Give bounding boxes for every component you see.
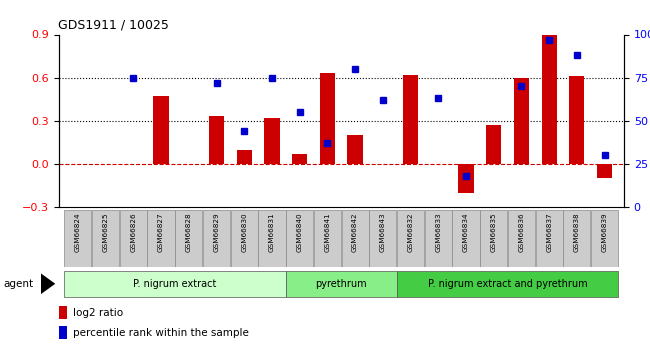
Bar bbox=[64, 270, 286, 297]
Text: GSM66835: GSM66835 bbox=[491, 212, 497, 252]
Text: GSM66826: GSM66826 bbox=[131, 212, 136, 252]
Bar bbox=[564, 210, 590, 267]
Text: GSM66832: GSM66832 bbox=[408, 212, 413, 252]
Bar bbox=[258, 210, 285, 267]
Bar bbox=[292, 154, 307, 164]
Bar bbox=[203, 210, 230, 267]
Bar bbox=[403, 75, 418, 164]
Bar bbox=[231, 210, 258, 267]
Bar bbox=[514, 78, 529, 164]
Text: GSM66834: GSM66834 bbox=[463, 212, 469, 252]
Text: GSM66840: GSM66840 bbox=[296, 212, 303, 252]
Bar bbox=[286, 210, 313, 267]
Bar bbox=[591, 210, 618, 267]
Bar bbox=[58, 326, 66, 339]
Bar bbox=[286, 270, 396, 297]
Bar bbox=[148, 210, 175, 267]
Bar bbox=[64, 210, 92, 267]
Text: GSM66841: GSM66841 bbox=[324, 212, 330, 252]
Text: percentile rank within the sample: percentile rank within the sample bbox=[73, 327, 249, 337]
Text: GSM66827: GSM66827 bbox=[158, 212, 164, 252]
Text: GSM66843: GSM66843 bbox=[380, 212, 386, 252]
Bar bbox=[452, 210, 480, 267]
Text: log2 ratio: log2 ratio bbox=[73, 308, 124, 318]
Bar bbox=[153, 96, 169, 164]
Polygon shape bbox=[41, 273, 55, 294]
Bar bbox=[541, 34, 557, 164]
Text: GSM66830: GSM66830 bbox=[241, 212, 247, 252]
Text: GSM66828: GSM66828 bbox=[186, 212, 192, 252]
Bar bbox=[176, 210, 202, 267]
Bar bbox=[58, 306, 66, 319]
Text: GSM66842: GSM66842 bbox=[352, 212, 358, 252]
Bar bbox=[209, 117, 224, 164]
Text: pyrethrum: pyrethrum bbox=[315, 279, 367, 289]
Bar bbox=[480, 210, 507, 267]
Text: GSM66824: GSM66824 bbox=[75, 212, 81, 252]
Bar bbox=[597, 164, 612, 178]
Text: GDS1911 / 10025: GDS1911 / 10025 bbox=[58, 19, 170, 32]
Text: GSM66837: GSM66837 bbox=[546, 212, 552, 252]
Text: GSM66829: GSM66829 bbox=[213, 212, 220, 252]
Text: GSM66825: GSM66825 bbox=[103, 212, 109, 252]
Bar bbox=[320, 73, 335, 164]
Bar bbox=[120, 210, 147, 267]
Bar bbox=[424, 210, 452, 267]
Bar bbox=[237, 149, 252, 164]
Bar bbox=[265, 118, 279, 164]
Bar bbox=[569, 76, 584, 164]
Bar bbox=[458, 164, 474, 193]
Bar bbox=[92, 210, 119, 267]
Text: P. nigrum extract and pyrethrum: P. nigrum extract and pyrethrum bbox=[428, 279, 588, 289]
Text: GSM66831: GSM66831 bbox=[269, 212, 275, 252]
Bar bbox=[536, 210, 563, 267]
Text: GSM66839: GSM66839 bbox=[602, 212, 608, 252]
Text: P. nigrum extract: P. nigrum extract bbox=[133, 279, 216, 289]
Text: GSM66836: GSM66836 bbox=[519, 212, 525, 252]
Bar bbox=[508, 210, 535, 267]
Text: GSM66838: GSM66838 bbox=[574, 212, 580, 252]
Bar bbox=[314, 210, 341, 267]
Bar bbox=[348, 135, 363, 164]
Bar bbox=[341, 210, 369, 267]
Bar bbox=[397, 210, 424, 267]
Bar bbox=[369, 210, 396, 267]
Bar bbox=[486, 125, 501, 164]
Bar bbox=[396, 270, 618, 297]
Text: GSM66833: GSM66833 bbox=[436, 212, 441, 252]
Text: agent: agent bbox=[3, 279, 33, 289]
